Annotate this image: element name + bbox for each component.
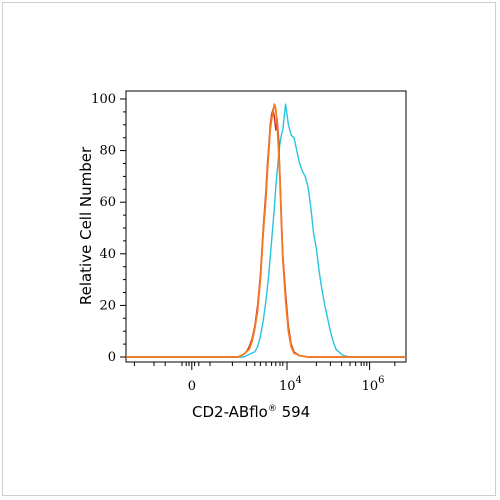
y-tick-label: 40 (99, 247, 116, 262)
y-axis-label: Relative Cell Number (77, 146, 95, 305)
y-tick-label: 0 (108, 350, 116, 365)
x-tick-base: 0 (188, 379, 196, 394)
y-axis: 0 20 40 60 80 100 (91, 92, 126, 365)
series-layer (126, 103, 406, 358)
x-tick-label: 104 (279, 375, 302, 394)
x-tick-exponent: 6 (378, 375, 384, 386)
x-tick-exponent: 4 (296, 375, 302, 386)
x-tick-label: 0 (188, 379, 196, 394)
x-axis: 0 104 106 (133, 362, 396, 394)
y-tick-label: 100 (91, 92, 116, 107)
x-tick-label: 106 (362, 375, 385, 394)
x-axis-label: CD2-ABflo® 594 (192, 403, 310, 421)
y-tick-label: 60 (99, 195, 116, 210)
series-line-3 (126, 103, 406, 358)
x-axis-label-registered: ® (268, 404, 277, 414)
series-line-1 (126, 103, 406, 358)
x-axis-label-main: CD2-ABflo (192, 403, 268, 421)
y-tick-label: 20 (99, 298, 116, 313)
x-tick-base: 10 (362, 379, 379, 394)
x-axis-label-tail: 594 (277, 403, 310, 421)
y-tick-label: 80 (99, 144, 116, 159)
x-tick-base: 10 (279, 379, 296, 394)
plot-area (125, 90, 407, 363)
